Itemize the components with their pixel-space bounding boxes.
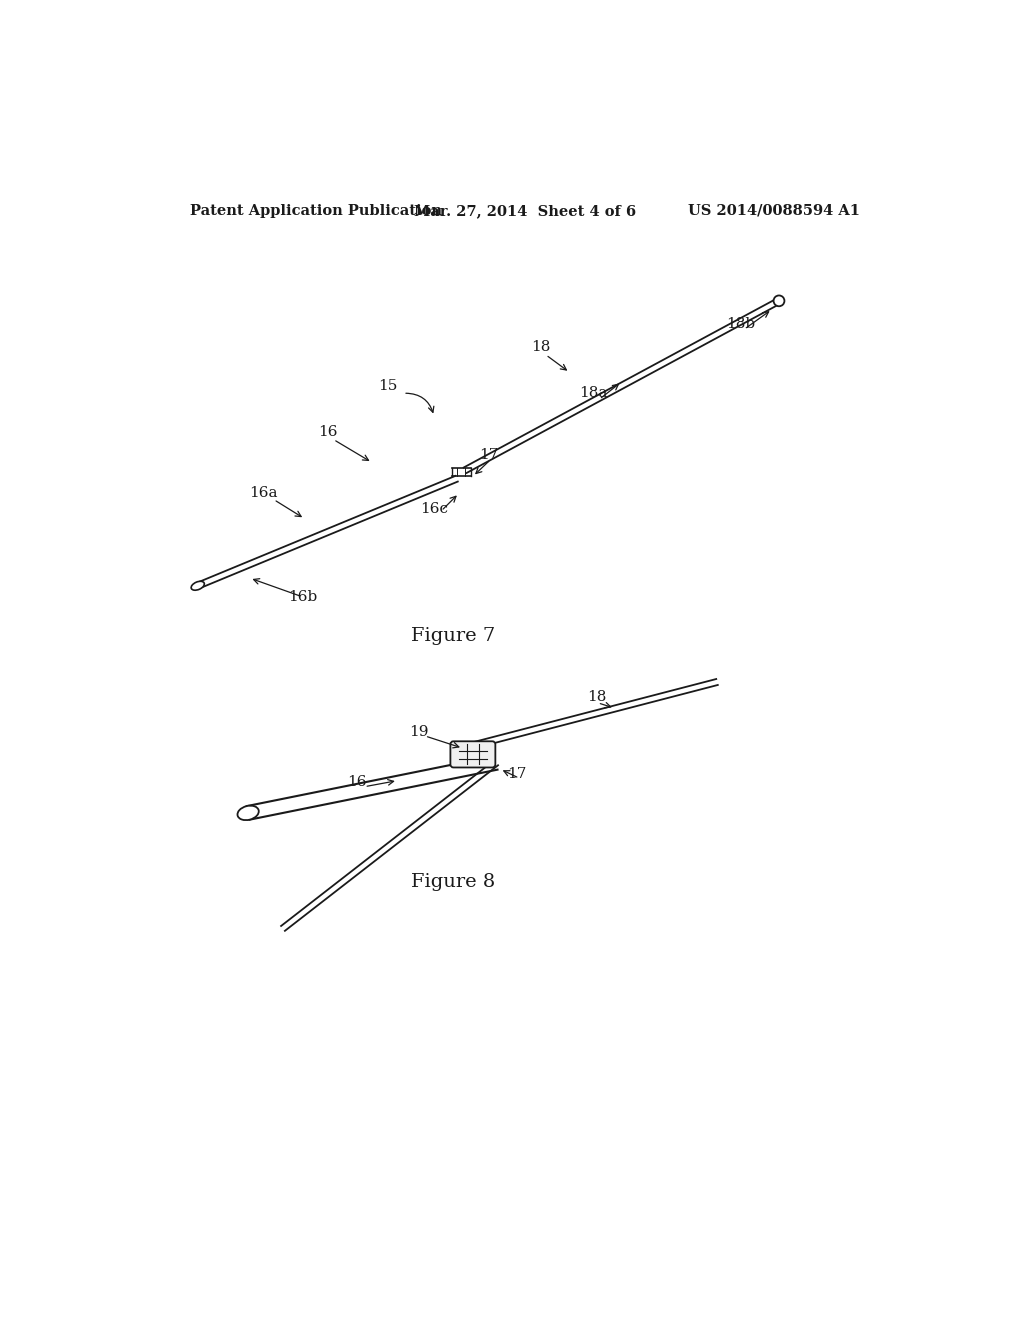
- Text: 17: 17: [507, 767, 526, 781]
- Text: 15: 15: [378, 379, 397, 392]
- Text: 18a: 18a: [579, 387, 607, 400]
- Text: Figure 7: Figure 7: [412, 627, 496, 644]
- Text: 19: 19: [409, 725, 428, 739]
- Text: 18: 18: [587, 690, 606, 705]
- Text: Patent Application Publication: Patent Application Publication: [190, 203, 442, 218]
- Text: 16: 16: [318, 425, 338, 438]
- Text: 16b: 16b: [288, 590, 317, 605]
- Text: 16a: 16a: [250, 486, 278, 500]
- Text: 16: 16: [347, 775, 367, 789]
- Circle shape: [773, 296, 784, 306]
- FancyArrowPatch shape: [406, 393, 434, 412]
- Text: Mar. 27, 2014  Sheet 4 of 6: Mar. 27, 2014 Sheet 4 of 6: [414, 203, 636, 218]
- Text: 18: 18: [531, 341, 551, 354]
- Ellipse shape: [191, 581, 205, 590]
- Text: 16c: 16c: [420, 502, 449, 516]
- Text: Figure 8: Figure 8: [412, 874, 496, 891]
- FancyBboxPatch shape: [451, 742, 496, 767]
- Text: 18b: 18b: [726, 317, 755, 331]
- Text: US 2014/0088594 A1: US 2014/0088594 A1: [687, 203, 859, 218]
- Text: 17: 17: [478, 447, 498, 462]
- Ellipse shape: [238, 805, 259, 820]
